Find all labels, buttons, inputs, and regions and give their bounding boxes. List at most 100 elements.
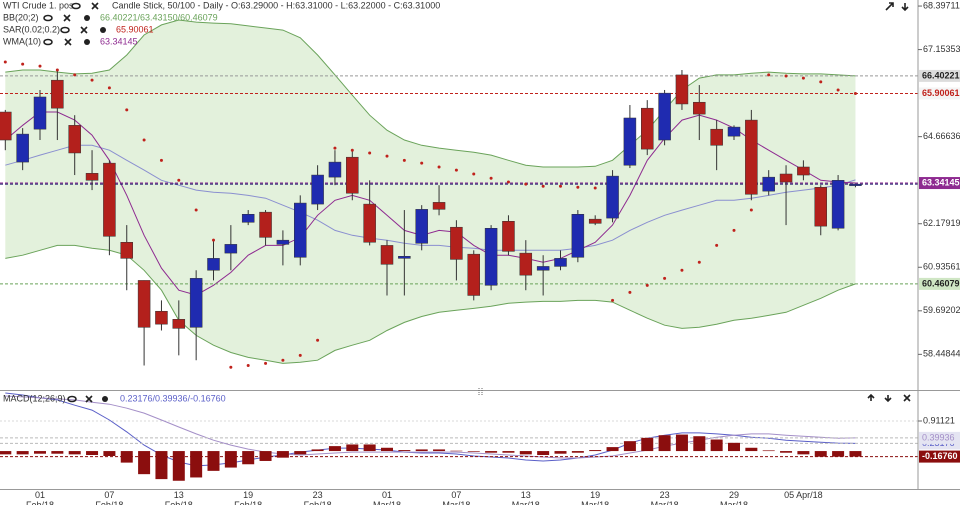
- histogram-bar: [207, 451, 220, 471]
- candle-body: [311, 174, 324, 205]
- sar-dot: [801, 76, 805, 80]
- histogram-bar: [34, 451, 46, 454]
- candle-body: [207, 258, 220, 271]
- lower-marker-bg: [919, 277, 960, 290]
- x-tick-label: 29 Mar/18: [719, 490, 748, 505]
- histogram-bar: [276, 451, 289, 458]
- sar-dot: [385, 154, 389, 158]
- sar-dot: [159, 158, 163, 162]
- histogram-bar: [346, 444, 359, 452]
- y-tick-label: 68.39711: [923, 0, 960, 10]
- menu-icon[interactable]: [901, 3, 909, 12]
- x-tick-label: 07 Feb/18: [95, 490, 124, 505]
- histogram-bar: [780, 451, 793, 453]
- histogram-bar: [294, 451, 307, 455]
- eye-icon[interactable]: [71, 2, 81, 10]
- close-icon[interactable]: [903, 394, 911, 402]
- sar-dot: [246, 363, 250, 367]
- histogram-bar: [433, 449, 446, 452]
- settings-icon[interactable]: [102, 396, 108, 402]
- x-tick-label: 19 Feb/18: [234, 490, 263, 505]
- sar-dot: [350, 148, 354, 152]
- histogram-bar: [450, 450, 463, 452]
- histogram-bar: [224, 451, 237, 468]
- histogram-bar: [415, 449, 428, 452]
- sar-dot: [836, 88, 840, 92]
- histogram-bar: [623, 441, 636, 452]
- subtitle: Candle Stick, 50/100 - Daily - O:63.2900…: [112, 0, 440, 10]
- up-icon[interactable]: [867, 393, 875, 401]
- sar-dot: [611, 298, 615, 302]
- candle-body: [450, 226, 463, 260]
- histogram-bar: [832, 451, 845, 457]
- settings-icon[interactable]: [100, 27, 106, 33]
- candle-body: [675, 74, 689, 105]
- settings-icon[interactable]: [84, 39, 90, 45]
- upper-marker-bg: [919, 69, 960, 82]
- sar-dot: [368, 151, 372, 155]
- candle-body: [363, 203, 376, 243]
- candle-body: [103, 162, 116, 237]
- expand-icon[interactable]: [885, 2, 894, 11]
- histogram-bar: [745, 447, 758, 452]
- close-icon[interactable]: [85, 395, 93, 403]
- histogram-bar: [502, 451, 515, 453]
- histogram-bar: [86, 451, 99, 456]
- hist-marker-bg: [919, 450, 960, 463]
- candle-body: [849, 183, 862, 186]
- close-icon[interactable]: [80, 26, 88, 34]
- sar-dot: [767, 73, 771, 77]
- sar-dot: [402, 158, 406, 162]
- candle-body: [33, 96, 47, 130]
- histogram-bar: [658, 435, 671, 452]
- macd-values: 0.23176/0.39936/-0.16760: [120, 393, 226, 403]
- histogram-bar: [606, 447, 619, 452]
- plot: [0, 19, 918, 481]
- down-icon[interactable]: [884, 395, 892, 403]
- sar-dot: [212, 238, 215, 242]
- histogram-bar: [138, 451, 151, 475]
- sar-dot: [749, 208, 753, 212]
- eye-icon[interactable]: [43, 38, 53, 46]
- y-tick-label: 0.91121: [923, 415, 955, 425]
- y-tick-label: 62.17919: [923, 218, 960, 228]
- sar-dot: [38, 64, 42, 68]
- eye-icon[interactable]: [67, 395, 77, 403]
- candle-body: [432, 202, 446, 210]
- histogram-bar: [519, 451, 532, 455]
- settings-icon[interactable]: [84, 15, 90, 21]
- sar-dot: [281, 358, 285, 362]
- candle-body: [294, 202, 307, 258]
- sar-dot: [663, 276, 667, 280]
- sar-dot: [593, 186, 597, 190]
- close-icon[interactable]: [91, 2, 99, 10]
- eye-icon[interactable]: [60, 26, 70, 34]
- x-tick-label: 13 Feb/18: [164, 490, 193, 505]
- y-tick-label: 64.66636: [923, 131, 960, 141]
- histogram-bar: [363, 444, 376, 452]
- histogram-bar: [814, 451, 827, 457]
- sar-dot: [715, 243, 719, 247]
- candle-body: [398, 256, 411, 259]
- candle-body: [16, 133, 29, 163]
- sar-dot: [333, 146, 337, 150]
- sar-dot: [21, 62, 25, 66]
- sar-dot: [680, 268, 684, 272]
- sar-dot: [90, 78, 94, 82]
- x-tick-label: 23 Mar/18: [650, 490, 679, 505]
- candle-body: [762, 176, 775, 192]
- sar-dot: [489, 176, 493, 180]
- candle-body: [276, 239, 290, 245]
- eye-icon[interactable]: [43, 14, 53, 22]
- histogram-bar: [467, 451, 480, 452]
- wma-line: [4, 111, 856, 296]
- histogram-bar: [710, 439, 723, 452]
- close-icon[interactable]: [63, 14, 71, 22]
- bb-label: BB(20;2): [3, 12, 39, 22]
- sar-dot: [194, 208, 198, 212]
- histogram-bar: [242, 451, 255, 465]
- histogram-bar: [328, 446, 341, 452]
- candle-body: [606, 175, 619, 219]
- x-tick-label: 05 Apr/18: [784, 490, 823, 500]
- close-icon[interactable]: [64, 38, 72, 46]
